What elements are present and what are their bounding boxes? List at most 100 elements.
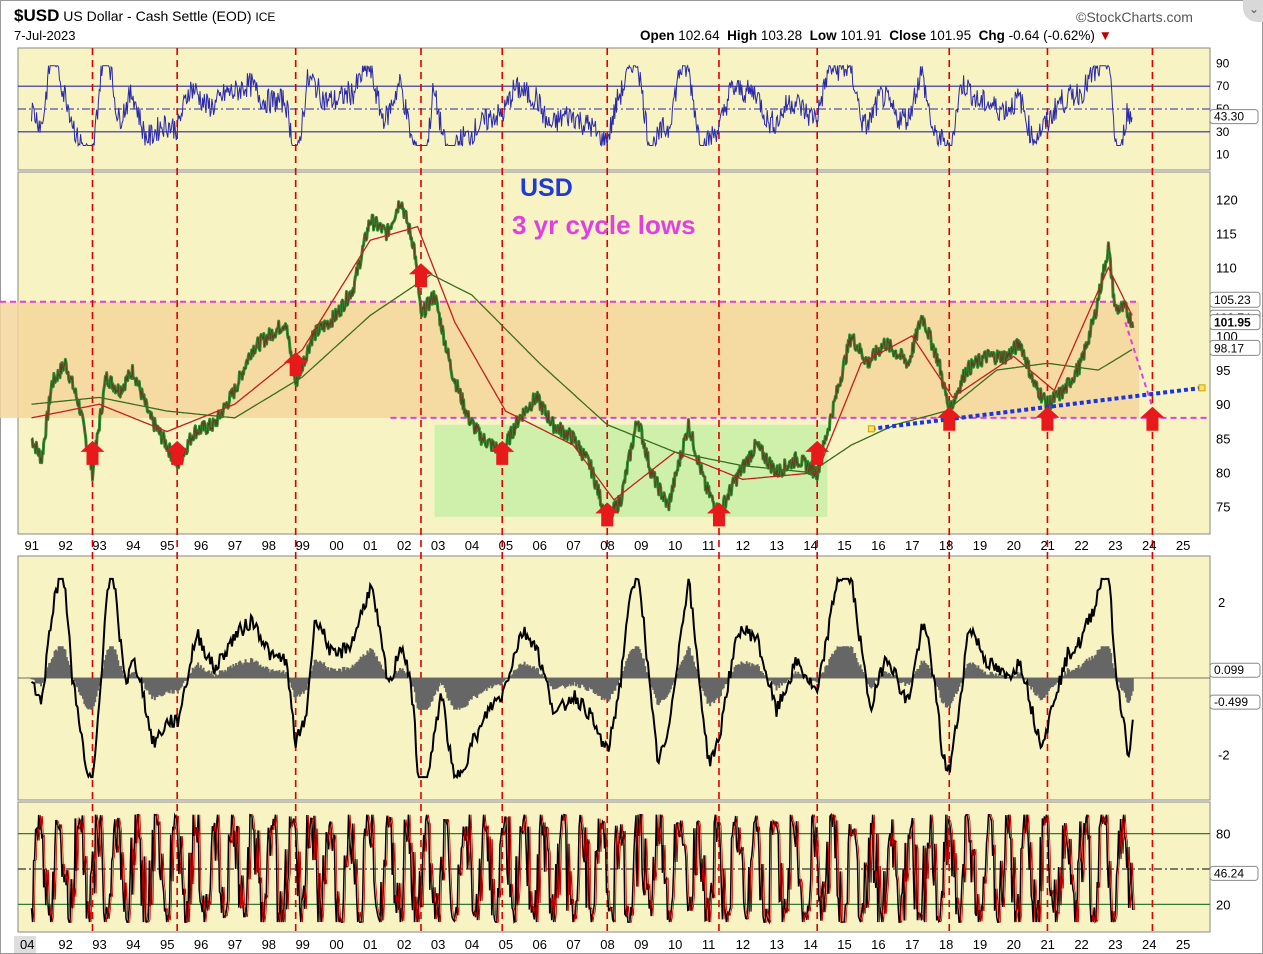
bottom-x-tick-label: 18 <box>939 937 953 952</box>
cycle-low-arrow-icon <box>80 440 105 465</box>
price-x-tick-label: 10 <box>668 538 682 553</box>
price-x-tick-label: 21 <box>1040 538 1054 553</box>
bottom-x-tick-label: 94 <box>126 937 140 952</box>
price-x-tick-label: 98 <box>262 538 276 553</box>
bottom-x-tick-label: 19 <box>973 937 987 952</box>
cycle-low-arrow-icon <box>937 406 962 431</box>
price-x-tick-label: 16 <box>871 538 885 553</box>
sto-tick-label: 20 <box>1216 897 1230 912</box>
bottom-x-tick-label: 08 <box>600 937 614 952</box>
bottom-x-tick-label: 25 <box>1176 937 1190 952</box>
chevron-down-icon: ⌄ <box>1249 2 1260 16</box>
cycle-low-arrow-icon <box>805 440 830 465</box>
rsi-value-label: 43.30 <box>1214 110 1244 124</box>
ohlc-readout: Open 102.64 High 103.28 Low 101.91 Close… <box>640 28 1112 43</box>
price-x-tick-label: 17 <box>905 538 919 553</box>
bottom-x-tick-label: 20 <box>1007 937 1021 952</box>
price-x-tick-label: 24 <box>1142 538 1156 553</box>
price-x-tick-label: 99 <box>295 538 309 553</box>
cycle-low-arrow-icon <box>1140 406 1165 431</box>
price-x-tick-label: 97 <box>228 538 242 553</box>
bottom-x-tick-label: 05 <box>499 937 513 952</box>
symbol: $USD <box>14 6 60 25</box>
price-x-tick-label: 22 <box>1074 538 1088 553</box>
cycle-low-arrow-icon <box>595 502 620 527</box>
macd-value-tag <box>1209 694 1261 710</box>
cycle-low-arrow-icon <box>408 263 433 288</box>
price-x-tick-label: 94 <box>126 538 140 553</box>
bottom-x-tick-label: 04 <box>465 937 479 952</box>
bottom-x-tick-label: 22 <box>1074 937 1088 952</box>
bottom-x-tick-label: 24 <box>1142 937 1156 952</box>
sto-value-label: 46.24 <box>1214 866 1244 880</box>
rsi-tick-label: 90 <box>1216 56 1230 70</box>
copyright-icon: © <box>1076 9 1087 25</box>
sto-value-tag <box>1209 865 1259 881</box>
bottom-x-tick-label: 06 <box>533 937 547 952</box>
bottom-x-tick-label: 92 <box>58 937 72 952</box>
macd-tick-label: 2 <box>1218 595 1225 610</box>
bottom-x-tick-label: 16 <box>871 937 885 952</box>
brand-name: StockCharts.com <box>1086 9 1193 25</box>
bottom-x-tick-label: 17 <box>905 937 919 952</box>
price-x-tick-label: 93 <box>92 538 106 553</box>
price-value-tag <box>1209 291 1261 308</box>
ma-short-line <box>31 225 1133 501</box>
price-value-tag <box>1209 339 1261 356</box>
stochastic-signal-line <box>32 813 1135 924</box>
price-x-tick-label: 15 <box>837 538 851 553</box>
bottom-x-tick-label: 03 <box>431 937 445 952</box>
price-value-label: 98.17 <box>1214 341 1244 355</box>
expand-button[interactable]: ⌄ <box>1243 0 1263 22</box>
bottom-x-tick-label: 09 <box>634 937 648 952</box>
macd-value-label: 0.099 <box>1214 663 1244 677</box>
chg-value: -0.64 (-0.62%) <box>1008 28 1095 43</box>
resistance-support-band <box>0 301 1139 418</box>
bottom-x-tick-label: 95 <box>160 937 174 952</box>
price-x-tick-label: 20 <box>1007 538 1021 553</box>
chg-label: Chg <box>978 28 1005 43</box>
price-value-label: 101.95 <box>1214 316 1251 330</box>
low-label: Low <box>809 28 837 43</box>
brand-logo: ©StockCharts.com <box>1076 9 1193 25</box>
price-x-tick-label: 96 <box>194 538 208 553</box>
bottom-x-tick-label: 11 <box>702 937 716 952</box>
macd-value-tag <box>1209 662 1261 678</box>
rsi-tick-label: 10 <box>1216 148 1230 162</box>
bottom-x-tick-label: 98 <box>262 937 276 952</box>
bottom-left-tag <box>14 936 36 953</box>
consolidation-box <box>434 424 828 517</box>
price-x-tick-label: 14 <box>803 538 817 553</box>
annotation-subtitle: 3 yr cycle lows <box>512 210 696 240</box>
rsi-line <box>31 63 1133 148</box>
bottom-x-tick-label: 12 <box>736 937 750 952</box>
bottom-x-tick-label: 02 <box>397 937 411 952</box>
price-x-tick-label: 23 <box>1108 538 1122 553</box>
bottom-x-tick-label: 01 <box>363 937 377 952</box>
price-x-tick-label: 11 <box>702 538 716 553</box>
bottom-x-tick-label: 97 <box>228 937 242 952</box>
close-value: 101.95 <box>929 28 972 43</box>
price-x-tick-label: 13 <box>770 538 784 553</box>
instrument-name: US Dollar - Cash Settle (EOD) <box>63 8 252 24</box>
bottom-x-tick-label: 21 <box>1040 937 1054 952</box>
price-x-tick-label: 09 <box>634 538 648 553</box>
price-tick-label: 90 <box>1216 397 1230 412</box>
macd-tick-label: -2 <box>1218 747 1230 762</box>
cycle-low-arrow-icon <box>1035 406 1060 431</box>
bottom-x-tick-label: 00 <box>329 937 343 952</box>
annotation-title: USD <box>520 174 573 202</box>
price-tick-label: 120 <box>1216 192 1238 207</box>
rsi-tick-label: 70 <box>1216 79 1230 93</box>
open-label: Open <box>640 28 675 43</box>
price-x-tick-label: 04 <box>465 538 479 553</box>
price-x-tick-label: 07 <box>566 538 580 553</box>
cycle-low-arrow-icon <box>490 440 515 465</box>
open-value: 102.64 <box>678 28 720 43</box>
price-x-tick-label: 12 <box>736 538 750 553</box>
exchange: ICE <box>255 10 276 24</box>
price-x-tick-label: 25 <box>1176 538 1190 553</box>
price-x-tick-label: 05 <box>499 538 513 553</box>
price-tick-label: 95 <box>1216 363 1230 378</box>
